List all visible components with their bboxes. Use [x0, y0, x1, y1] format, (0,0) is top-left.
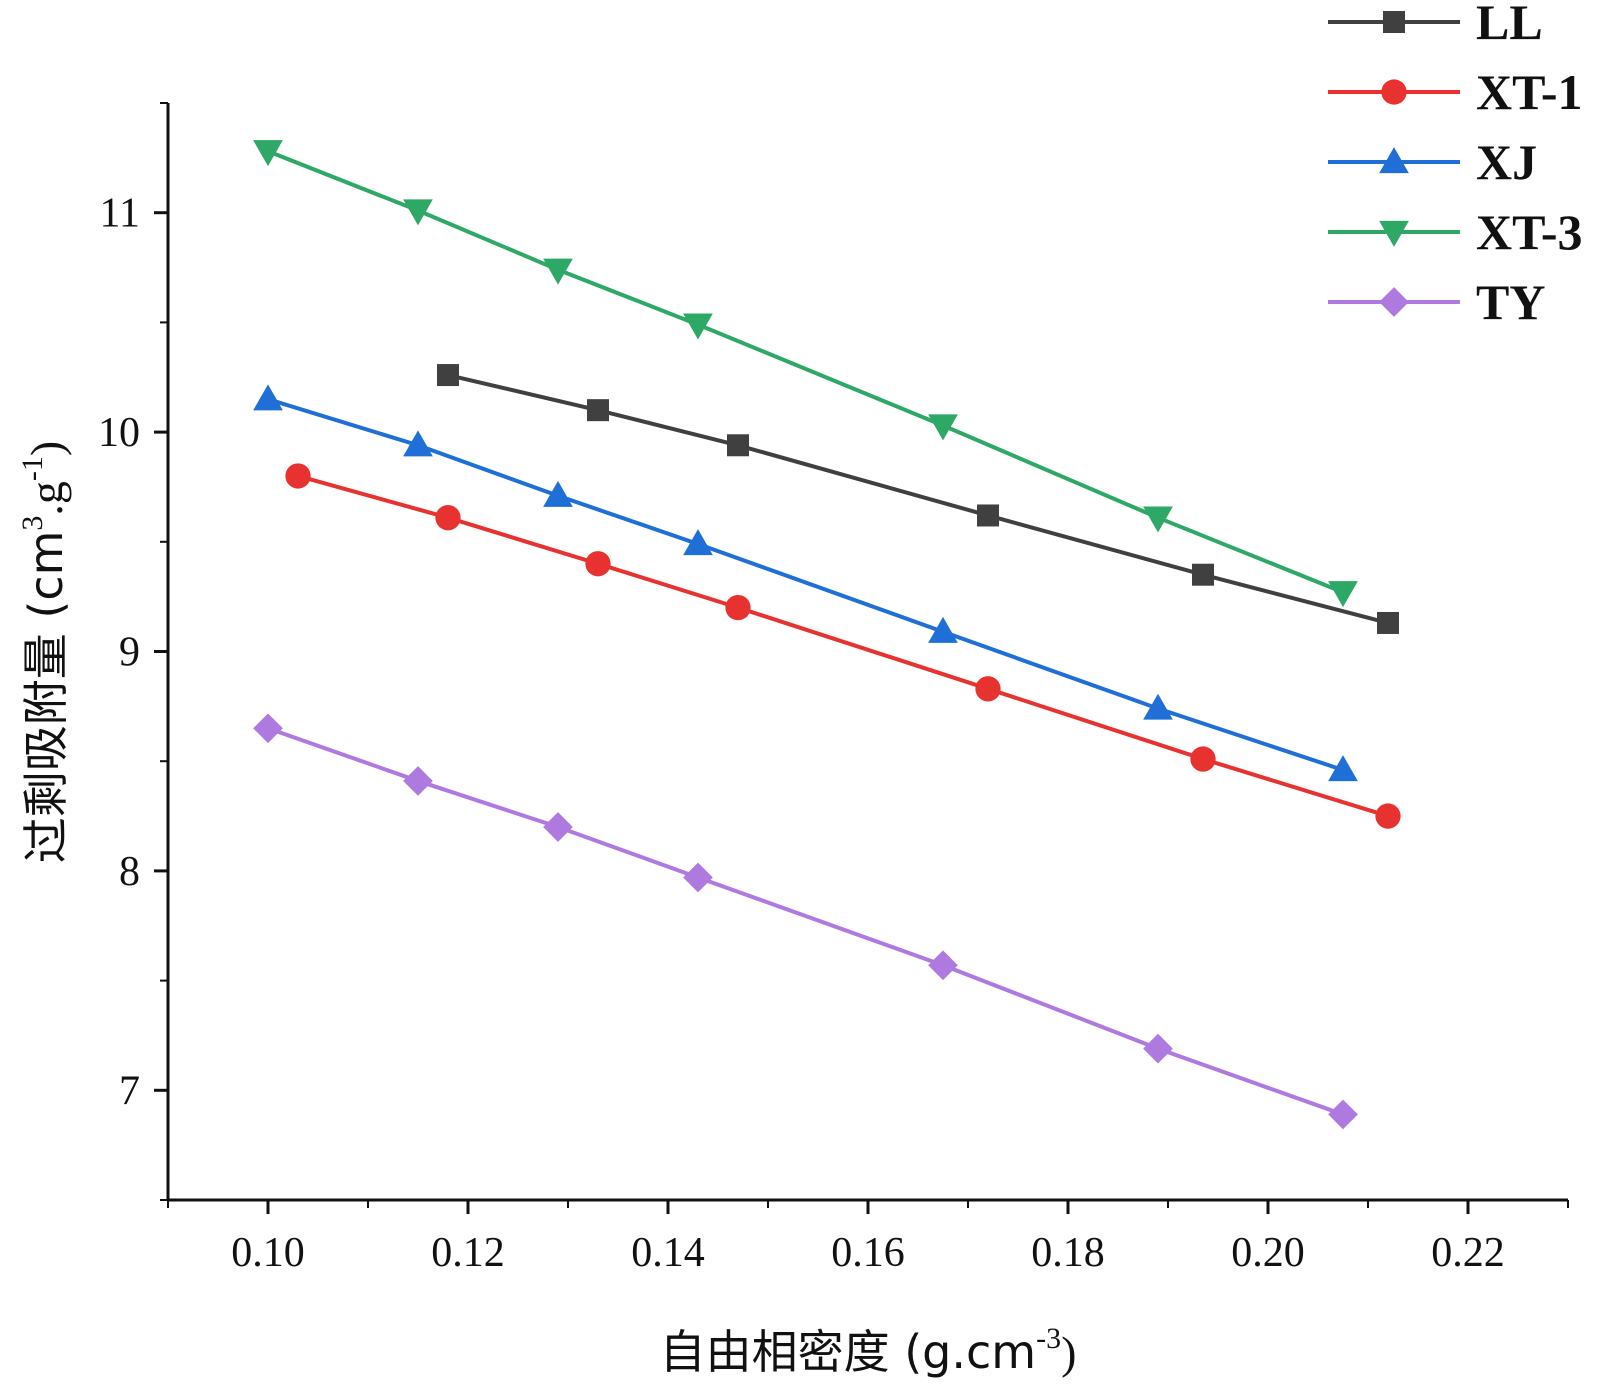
legend-item-xt-3: XT-3 [1328, 204, 1583, 260]
data-point-ty [253, 713, 283, 744]
ticks: 0.10 0.12 0.14 0.16 0.18 0.20 0.22 7 8 9 10 11 [98, 102, 1569, 1276]
data-point-xt-3 [928, 414, 958, 441]
series-ll [437, 364, 1399, 634]
series-xt-1 [285, 463, 1401, 829]
data-point-xt-3 [1143, 506, 1173, 533]
series-ty [253, 713, 1358, 1130]
data-point-ll [727, 434, 749, 457]
legend: LL XT-1 XJ XT-3 TY [1328, 0, 1583, 330]
data-point-ll [587, 399, 609, 422]
x-axis-title-suffix: ) [1061, 1327, 1076, 1378]
x-axis-title-sup: -3 [1036, 1322, 1061, 1355]
data-point-xj [683, 529, 713, 556]
legend-marker-xt-3 [1379, 220, 1409, 247]
y-tick-label: 11 [100, 191, 140, 237]
legend-marker-ll [1383, 11, 1405, 33]
legend-item-xj: XJ [1328, 134, 1537, 190]
x-tick-label: 0.10 [231, 1230, 305, 1276]
x-axis-title-main: 自由相密度 (g.cm [660, 1325, 1037, 1379]
legend-marker-xj [1379, 147, 1409, 174]
data-point-ll [1377, 611, 1399, 634]
data-point-ty [403, 766, 433, 796]
data-point-ty [1143, 1033, 1173, 1064]
y-axis-title-main: 过剩吸附量 (cm [19, 531, 73, 864]
data-point-xt-1 [975, 676, 1001, 702]
data-point-ty [683, 862, 713, 893]
legend-label-xt-3: XT-3 [1476, 204, 1583, 260]
x-tick-label: 0.12 [431, 1230, 505, 1276]
data-point-xj [543, 480, 573, 507]
data-point-xt-1 [1375, 803, 1401, 829]
y-axis-title-sup1: 3 [16, 516, 49, 531]
legend-label-xj: XJ [1476, 134, 1537, 190]
data-point-xt-3 [1328, 581, 1358, 608]
y-axis-title: 过剩吸附量 (cm3.g-1) [16, 441, 73, 864]
data-point-xt-3 [683, 313, 713, 340]
y-tick-label: 9 [119, 630, 140, 676]
legend-label-ll: LL [1476, 0, 1543, 50]
data-point-xt-3 [253, 140, 283, 167]
data-point-xt-3 [543, 258, 573, 285]
data-point-ll [437, 364, 459, 387]
data-point-xj [928, 616, 958, 643]
data-point-ll [1192, 563, 1214, 586]
x-tick-label: 0.14 [631, 1230, 705, 1276]
y-tick-label: 7 [119, 1068, 140, 1114]
y-tick-label: 10 [98, 410, 140, 456]
legend-label-ty: TY [1476, 274, 1545, 330]
data-point-xt-1 [1190, 746, 1216, 772]
series-layer [253, 140, 1401, 1130]
data-point-ty [1328, 1099, 1358, 1130]
series-xj [253, 384, 1358, 782]
y-axis-title-mid: .g [21, 481, 72, 516]
x-tick-label: 0.20 [1231, 1230, 1305, 1276]
data-point-xj [1328, 755, 1358, 782]
data-point-xt-3 [403, 199, 433, 226]
legend-label-xt-1: XT-1 [1476, 64, 1583, 120]
x-tick-label: 0.16 [831, 1230, 905, 1276]
data-point-xt-1 [285, 463, 311, 489]
x-tick-label: 0.22 [1431, 1230, 1505, 1276]
series-line-xt-1 [297, 474, 1389, 818]
legend-marker-xt-1 [1381, 79, 1407, 105]
data-point-xj [253, 384, 283, 411]
x-tick-label: 0.18 [1031, 1230, 1105, 1276]
legend-marker-ty [1379, 287, 1409, 317]
legend-item-ll: LL [1328, 0, 1543, 50]
data-point-xj [403, 430, 433, 457]
series-line-ty [267, 726, 1344, 1117]
legend-item-ty: TY [1328, 274, 1545, 330]
series-xt-3 [253, 140, 1358, 608]
data-point-xt-1 [725, 594, 751, 621]
series-line-ll [447, 373, 1389, 625]
series-line-xt-3 [267, 149, 1344, 595]
y-tick-label: 8 [119, 849, 140, 895]
data-point-ty [543, 812, 573, 842]
y-axis-title-sup2: -1 [16, 456, 49, 481]
legend-item-xt-1: XT-1 [1328, 64, 1583, 120]
data-point-xj [1143, 693, 1173, 720]
data-point-xt-1 [585, 551, 611, 577]
x-axis-title: 自由相密度 (g.cm-3) [660, 1322, 1077, 1379]
data-point-xt-1 [435, 505, 461, 531]
y-axis-title-suffix: ) [21, 441, 72, 456]
data-point-ty [928, 950, 958, 981]
data-point-ll [977, 504, 999, 527]
